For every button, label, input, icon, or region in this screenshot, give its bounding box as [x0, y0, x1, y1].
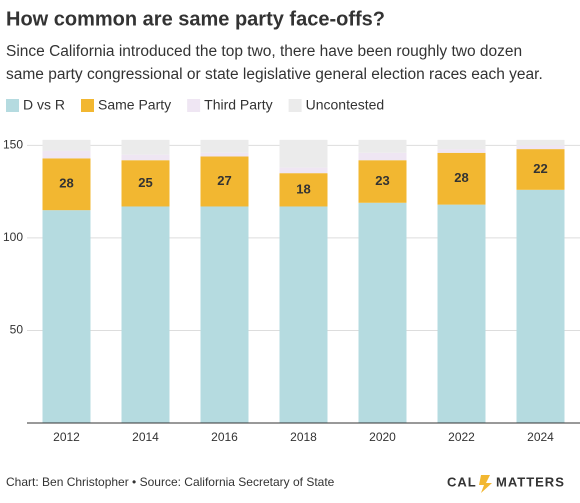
bar-segment — [437, 149, 486, 153]
value-label: 28 — [59, 176, 73, 191]
legend-label: D vs R — [23, 97, 65, 113]
value-label: 27 — [217, 173, 231, 188]
legend-swatch — [288, 99, 302, 112]
bar-segment — [200, 156, 249, 207]
bar-segment — [121, 206, 170, 423]
bar-segment — [358, 202, 407, 423]
subtitle: same party congressional or state legisl… — [6, 66, 543, 83]
bar-segment — [121, 154, 170, 161]
value-label: 25 — [138, 175, 152, 190]
bar-segment — [279, 139, 328, 168]
legend-label: Uncontested — [306, 97, 385, 113]
x-tick-label: 2022 — [448, 430, 475, 444]
legend-swatch — [81, 99, 94, 112]
x-tick-label: 2016 — [211, 430, 238, 444]
bar-segment — [42, 158, 91, 211]
bar-segment — [42, 210, 91, 423]
logo: CAL MATTERS — [447, 474, 565, 493]
bar-segment — [516, 149, 565, 190]
legend-label: Third Party — [204, 97, 272, 113]
bar-segment — [358, 152, 407, 161]
bar-segment — [121, 160, 170, 207]
bar-segment — [279, 167, 328, 174]
legend-label: Same Party — [98, 97, 171, 113]
legend-swatch — [6, 99, 19, 112]
value-label: 28 — [454, 170, 468, 185]
bar-segment — [279, 173, 328, 207]
bar-segment — [42, 150, 91, 159]
value-label: 23 — [375, 173, 389, 188]
bar-segment — [42, 139, 91, 151]
y-tick-label: 150 — [3, 138, 23, 152]
x-tick-label: 2012 — [53, 430, 80, 444]
y-tick-label: 50 — [10, 323, 24, 337]
legend-swatch — [187, 99, 201, 112]
x-tick-label: 2020 — [369, 430, 396, 444]
footer: Chart: Ben Christopher • Source: Califor… — [6, 475, 335, 489]
bar-segment — [437, 139, 486, 150]
x-tick-label: 2024 — [527, 430, 554, 444]
bar-segment — [121, 139, 170, 155]
bar-segment — [437, 152, 486, 205]
value-label: 22 — [533, 161, 547, 176]
bar-segment — [437, 204, 486, 423]
bar-segment — [516, 139, 565, 146]
x-tick-label: 2018 — [290, 430, 317, 444]
subtitle: Since California introduced the top two,… — [6, 43, 522, 60]
bar-segment — [516, 189, 565, 423]
logo-text: MATTERS — [496, 474, 565, 489]
chart-title: How common are same party face-offs? — [6, 8, 385, 30]
bar-segment — [200, 152, 249, 157]
bar-segment — [200, 206, 249, 423]
bar-segment — [358, 160, 407, 203]
bar-segment — [358, 139, 407, 153]
y-tick-label: 100 — [3, 230, 23, 244]
logo-text: CAL — [447, 474, 477, 489]
logo-icon — [479, 475, 492, 493]
bar-segment — [279, 206, 328, 423]
bar-segment — [200, 139, 249, 153]
value-label: 18 — [296, 181, 310, 196]
bar-segment — [516, 145, 565, 150]
x-tick-label: 2014 — [132, 430, 159, 444]
